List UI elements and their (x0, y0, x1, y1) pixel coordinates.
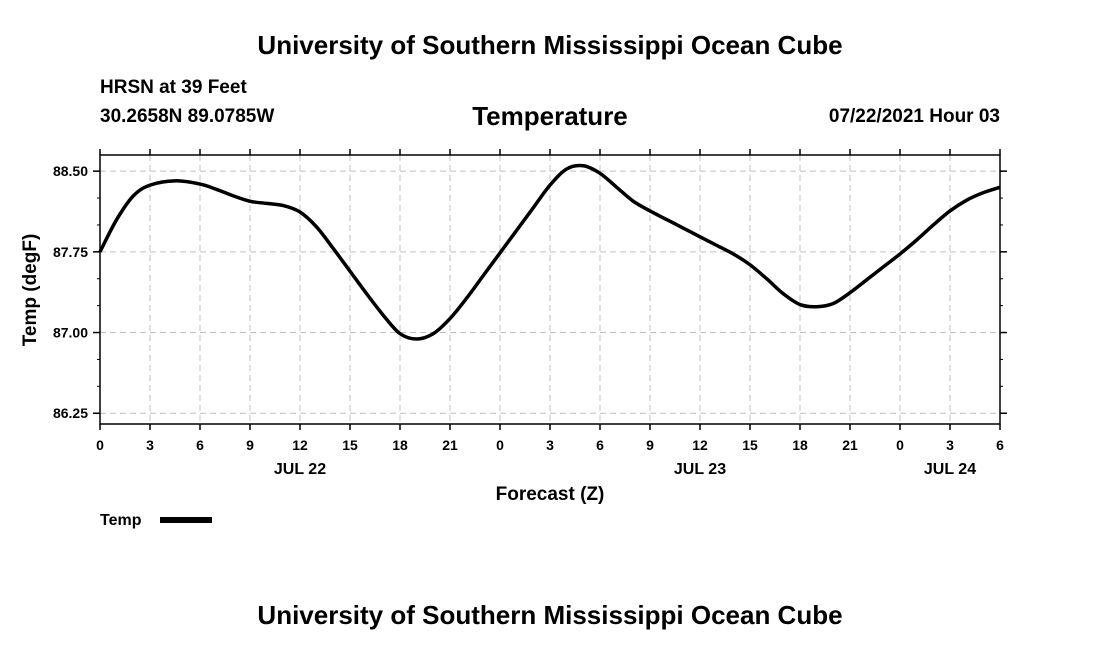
x-tick-label: 18 (792, 437, 808, 453)
x-tick-label: 3 (146, 437, 154, 453)
y-axis-label: Temp (degF) (20, 234, 41, 347)
y-tick-label: 87.75 (53, 244, 88, 260)
station-coordinates: 30.2658N 89.0785W (100, 106, 275, 127)
y-tick-label: 86.25 (53, 405, 88, 421)
plot-frame (99, 154, 1001, 425)
x-tick-label: 6 (596, 437, 604, 453)
x-tick-label: 6 (196, 437, 204, 453)
x-axis: 0 3 6 9 12 15 18 21 0 3 6 9 12 15 18 21 0 3 6 JUL 22 JUL 23 J… (96, 149, 1004, 478)
x-tick-label: 9 (646, 437, 654, 453)
date-label: JUL 24 (924, 461, 976, 478)
station-label: HRSN at 39 Feet (100, 77, 247, 98)
page-title: University of Southern Mississippi Ocean… (257, 30, 843, 60)
x-tick-label: 0 (896, 437, 904, 453)
x-tick-label: 15 (342, 437, 358, 453)
grid (100, 155, 1000, 424)
date-label: JUL 23 (674, 461, 726, 478)
temperature-chart: 0 3 6 9 12 15 18 21 0 3 6 9 12 15 18 21 0 3 6 JUL 22 JUL 23 J… (20, 149, 1007, 529)
x-tick-label: 9 (246, 437, 254, 453)
x-tick-label: 18 (392, 437, 408, 453)
x-tick-label: 15 (742, 437, 758, 453)
temp-series-line (98, 163, 1001, 341)
x-tick-label: 12 (692, 437, 708, 453)
x-tick-label: 6 (996, 437, 1004, 453)
x-tick-label: 3 (946, 437, 954, 453)
x-tick-label: 21 (442, 437, 458, 453)
legend-label: Temp (100, 512, 142, 529)
footer-title: University of Southern Mississippi Ocean… (257, 600, 843, 630)
chart-title: Temperature (472, 101, 628, 131)
x-tick-label: 21 (842, 437, 858, 453)
valid-time: 07/22/2021 Hour 03 (828, 106, 1000, 127)
y-axis: 86.25 87.00 87.75 88.50 (53, 163, 1007, 421)
x-tick-label: 3 (546, 437, 554, 453)
date-label: JUL 22 (274, 461, 326, 478)
x-tick-label: 12 (292, 437, 308, 453)
legend: Temp (100, 512, 212, 529)
x-tick-label: 0 (96, 437, 104, 453)
y-tick-label: 88.50 (53, 163, 88, 179)
x-tick-label: 0 (496, 437, 504, 453)
y-tick-label: 87.00 (53, 325, 88, 341)
x-axis-label: Forecast (Z) (496, 484, 605, 505)
